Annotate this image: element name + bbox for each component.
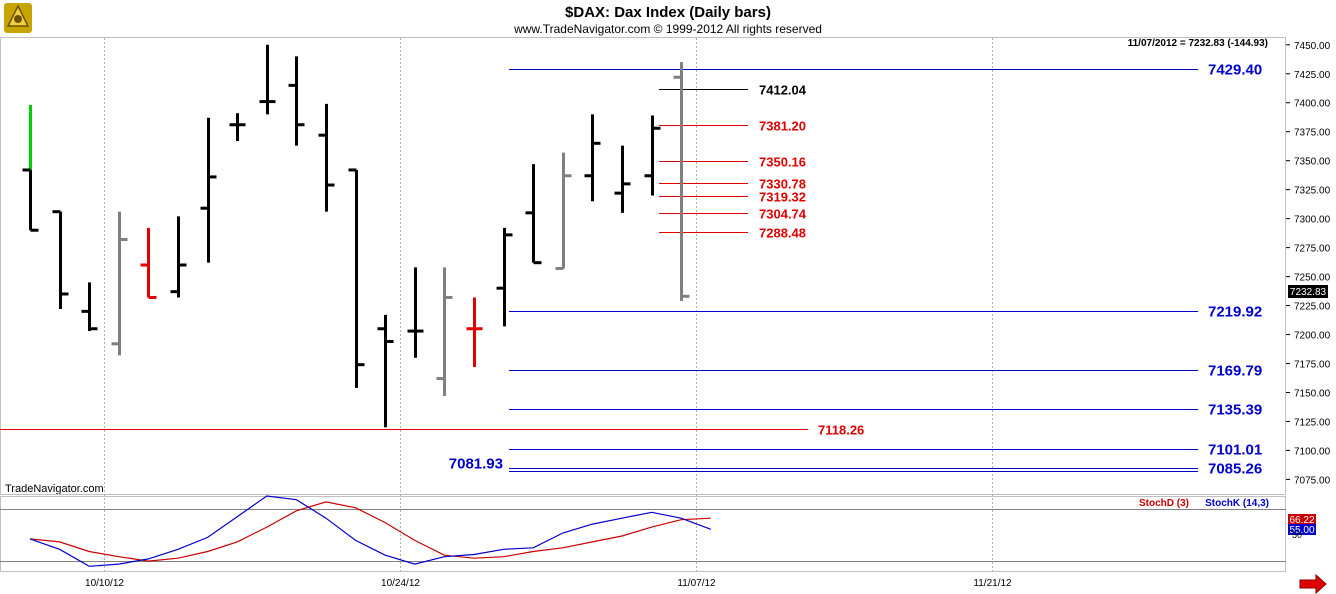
date-axis: 10/10/12 10/24/12 11/07/12 11/21/12 [85, 578, 1012, 589]
price-tick-label: 7300.00 [1294, 215, 1331, 226]
level-label: 7135.39 [1208, 402, 1262, 419]
last-price-tag: 7232.83 [1288, 285, 1328, 298]
price-tick-label: 7225.00 [1294, 302, 1331, 313]
stoch-value-tags: 66.22 55.00 50 [1288, 514, 1316, 540]
stoch-ref-label: 50 [1292, 530, 1302, 540]
level-label: 7319.32 [759, 190, 806, 205]
copyright-text: www.TradeNavigator.com © 1999-2012 All r… [513, 22, 822, 36]
ohlc-bar [614, 145, 631, 213]
ohlc-bar [81, 282, 98, 332]
price-tick-label: 7150.00 [1294, 388, 1331, 399]
ohlc-bar [111, 211, 128, 356]
level-label: 7101.01 [1208, 442, 1262, 459]
price-axis: 7075.00 7100.00 7125.00 7150.00 7175.00 7200.… [1286, 41, 1331, 486]
ohlc-bar [318, 103, 335, 212]
watermark: TradeNavigator.com [5, 483, 104, 495]
price-tick-label: 7250.00 [1294, 273, 1331, 284]
ohlc-bar [170, 216, 187, 298]
price-tick-label: 7375.00 [1294, 128, 1331, 139]
price-tick-label: 7450.00 [1294, 41, 1331, 52]
price-tick-label: 7200.00 [1294, 331, 1331, 342]
support-resistance-levels: 7429.40 7412.04 7381.20 7350.16 7330.787319.… [0, 62, 1262, 478]
price-tick-label: 7425.00 [1294, 70, 1331, 81]
price-tick-label: 7075.00 [1294, 475, 1331, 486]
ohlc-bar [466, 297, 483, 367]
price-tick-label: 7350.00 [1294, 157, 1331, 168]
ohlc-bar [52, 210, 69, 310]
price-bars [22, 44, 690, 428]
stochd-value: 66.22 [1289, 515, 1314, 526]
stochk-value: 55.00 [1289, 525, 1314, 536]
ohlc-bar [288, 56, 305, 146]
level-label: 7288.48 [759, 226, 806, 241]
ohlc-bar [525, 164, 542, 265]
date-tick-label: 10/24/12 [381, 578, 420, 589]
last-price-info: 11/07/2012 = 7232.83 (-144.93) [1128, 38, 1268, 49]
price-panel-frame [0, 37, 1286, 495]
stochastic-lines [29, 495, 712, 567]
ohlc-bar [555, 152, 572, 270]
price-tick-label: 7400.00 [1294, 99, 1331, 110]
ohlc-bar [229, 113, 246, 141]
last-price-label: 7232.83 [1290, 287, 1327, 298]
ohlc-bar [259, 44, 276, 115]
price-tick-label: 7275.00 [1294, 244, 1331, 255]
level-label: 7085.26 [1208, 461, 1262, 478]
stochk-line [29, 495, 712, 567]
price-tick-label: 7100.00 [1294, 446, 1331, 457]
stoch-panel-frame [0, 496, 1286, 572]
level-label: 7304.74 [759, 207, 807, 222]
ohlc-bar [348, 168, 365, 388]
level-label: 7350.16 [759, 155, 806, 170]
legend-stochk: StochK (14,3) [1205, 498, 1269, 509]
level-label: 7412.04 [759, 83, 807, 98]
ohlc-bar [496, 227, 513, 327]
level-label: 7330.78 [759, 177, 806, 192]
date-tick-label: 10/10/12 [85, 578, 124, 589]
ohlc-bar [644, 115, 661, 196]
ohlc-bar [377, 314, 394, 428]
tradenavigator-logo[interactable] [4, 3, 32, 33]
legend-stochd: StochD (3) [1139, 498, 1189, 509]
vertical-gridlines [104, 38, 993, 572]
level-label: 7219.92 [1208, 304, 1262, 321]
chart-title: $DAX: Dax Index (Daily bars) [565, 4, 771, 21]
scroll-right-arrow[interactable] [1299, 573, 1327, 594]
level-label: 7381.20 [759, 119, 806, 134]
price-tick-label: 7125.00 [1294, 417, 1331, 428]
ohlc-bar [22, 105, 39, 232]
price-tick-label: 7175.00 [1294, 360, 1331, 371]
ohlc-bar [584, 114, 601, 202]
ohlc-bar [673, 62, 690, 301]
level-label: 7081.93 [449, 456, 503, 473]
ohlc-bar [407, 267, 424, 358]
level-label: 7118.26 [818, 423, 864, 438]
price-tick-label: 7325.00 [1294, 186, 1331, 197]
ohlc-bar [436, 267, 453, 396]
level-label: 7169.79 [1208, 363, 1262, 380]
level-label: 7429.40 [1208, 62, 1262, 79]
date-tick-label: 11/21/12 [973, 578, 1012, 589]
ohlc-bar [140, 227, 157, 299]
date-tick-label: 11/07/12 [677, 578, 716, 589]
ohlc-bar [200, 117, 217, 263]
